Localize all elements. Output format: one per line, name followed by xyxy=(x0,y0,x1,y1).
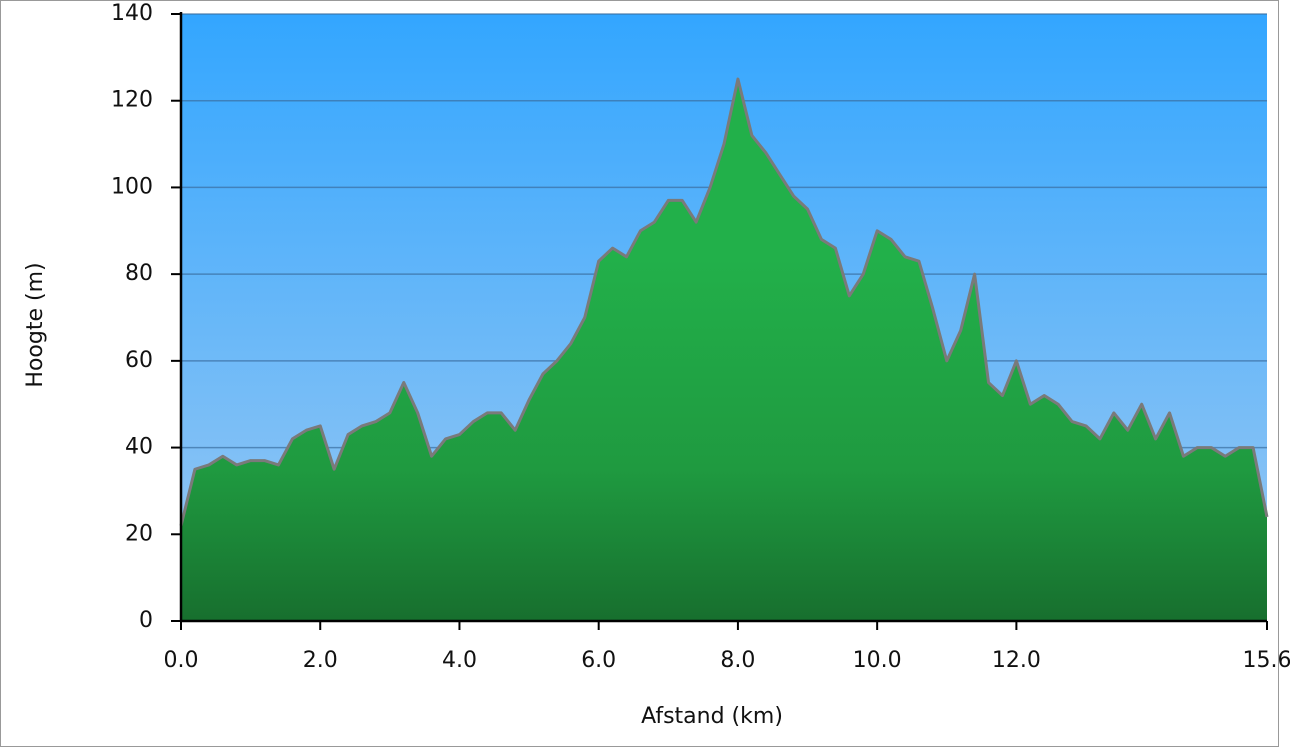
y-tick-label: 120 xyxy=(111,88,153,113)
y-axis-title: Hoogte (m) xyxy=(23,262,48,387)
x-axis-title: Afstand (km) xyxy=(641,704,783,729)
y-tick-label: 60 xyxy=(125,348,153,373)
y-tick-label: 100 xyxy=(111,174,153,199)
y-tick-label: 40 xyxy=(125,435,153,460)
x-tick-label: 10.0 xyxy=(853,648,902,673)
area xyxy=(181,79,1267,622)
y-tick-label: 0 xyxy=(139,608,153,633)
x-tick-label: 15.6 xyxy=(1243,648,1290,673)
y-tick-label: 20 xyxy=(125,521,153,546)
x-tick-label: 12.0 xyxy=(992,648,1041,673)
x-tick-label: 8.0 xyxy=(720,648,755,673)
y-tick-label: 140 xyxy=(111,1,153,26)
area-outline xyxy=(179,77,1269,526)
x-tick-label: 0.0 xyxy=(164,648,199,673)
x-tick-label: 4.0 xyxy=(442,648,477,673)
x-tick-label: 6.0 xyxy=(581,648,616,673)
y-tick-label: 80 xyxy=(125,261,153,286)
x-tick-label: 2.0 xyxy=(303,648,338,673)
